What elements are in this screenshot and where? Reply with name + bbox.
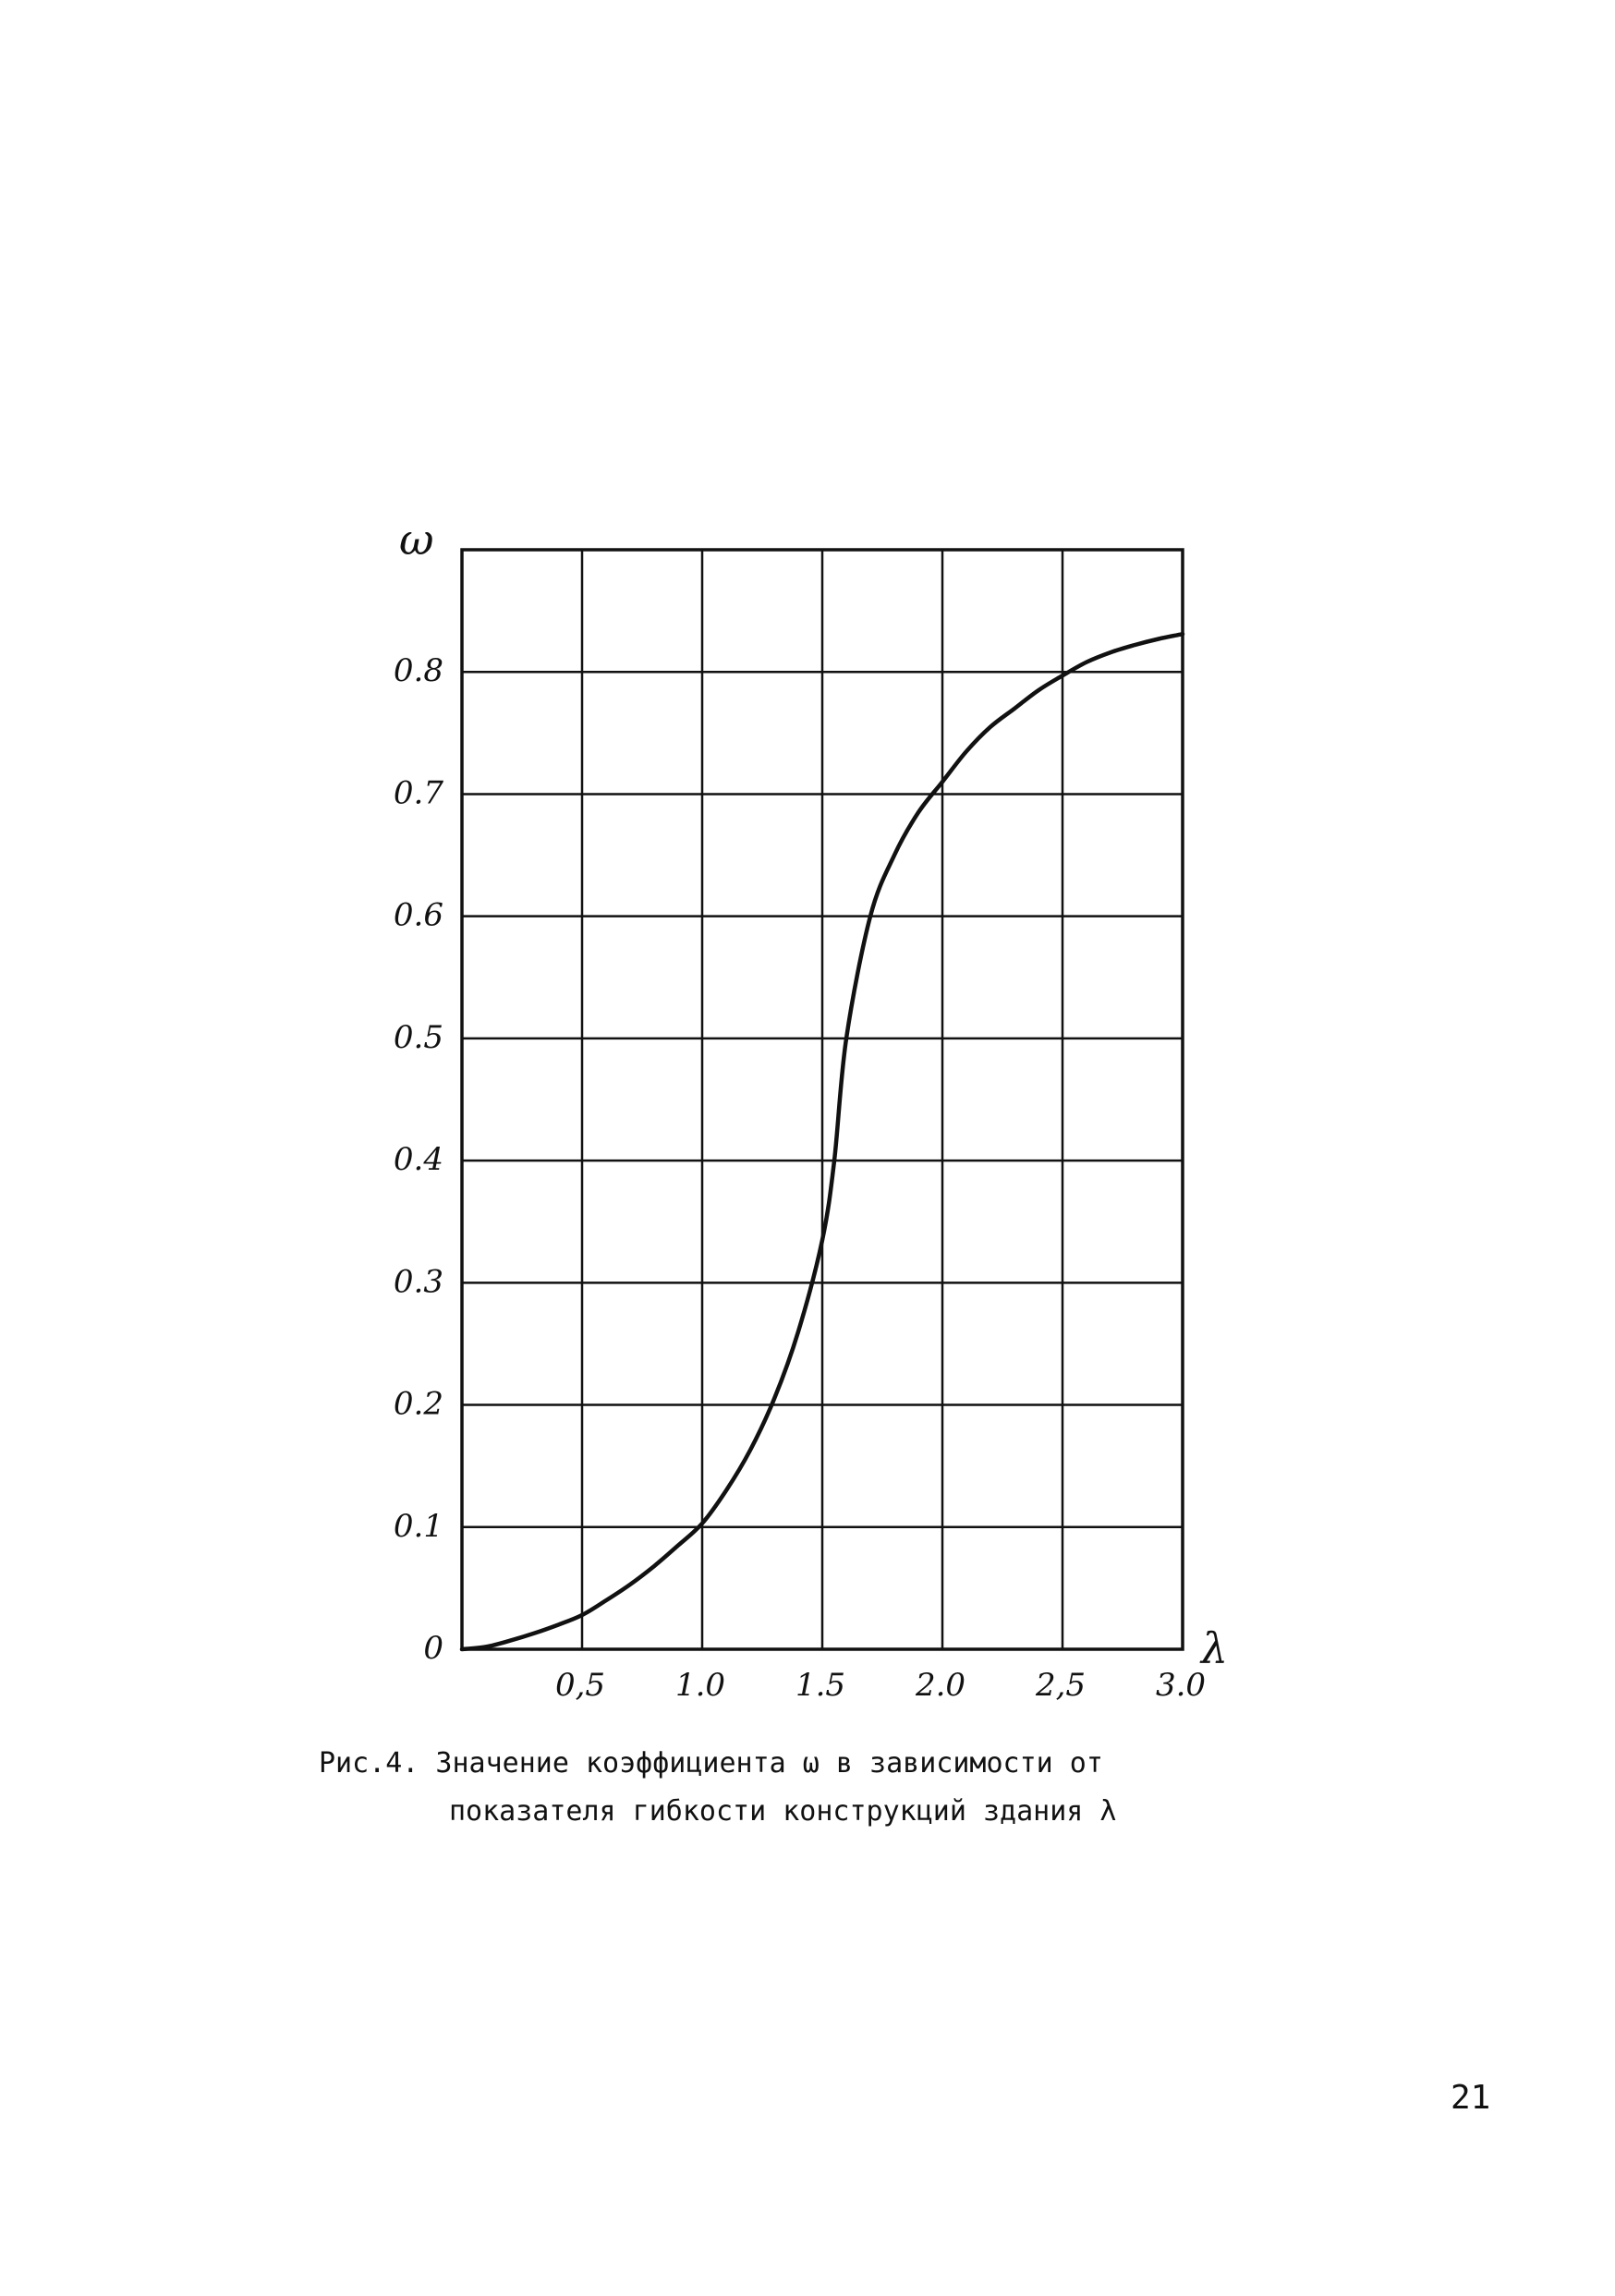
y-tick-label-0: 0 [423, 1630, 443, 1667]
y-tick-label-8: 0.8 [394, 652, 443, 689]
y-tick-label-2: 0.2 [394, 1386, 443, 1423]
x-tick-label-1: 1.0 [675, 1667, 725, 1704]
x-tick-label-3: 2.0 [915, 1667, 965, 1704]
y-tick-label-7: 0.7 [394, 774, 443, 811]
series-layer [459, 631, 1185, 1652]
page-number: 21 [1451, 2079, 1490, 2117]
x-axis-label: λ [1199, 1623, 1228, 1673]
y-tick-label-4: 0.4 [394, 1141, 443, 1178]
y-tick-label-6: 0.6 [394, 897, 443, 934]
x-tick-labels: 0,5 1.0 1.5 2.0 2,5 3.0 [555, 1667, 1206, 1704]
plot-frame [460, 548, 1184, 1651]
x-tick-label-5: 3.0 [1156, 1667, 1206, 1704]
grid [462, 550, 1183, 1649]
caption-line-1: Рис.4. Значение коэффициента ω в зависим… [319, 1747, 1103, 1780]
series-line-0 [459, 631, 1185, 1652]
x-tick-label-2: 1.5 [795, 1667, 845, 1704]
x-tick-label-4: 2,5 [1035, 1667, 1086, 1704]
x-tick-label-0: 0,5 [555, 1667, 605, 1704]
plot-border [460, 548, 1184, 1651]
caption-line-2: показателя гибкости конструкций здания λ [449, 1795, 1116, 1828]
y-tick-label-3: 0.3 [394, 1263, 443, 1300]
y-tick-labels: 0 0.1 0.2 0.3 0.4 0.5 0.6 0.7 0.8 [394, 652, 443, 1667]
y-tick-label-1: 0.1 [394, 1508, 443, 1545]
y-tick-label-5: 0.5 [394, 1019, 443, 1056]
y-axis-label: ω [399, 515, 434, 565]
